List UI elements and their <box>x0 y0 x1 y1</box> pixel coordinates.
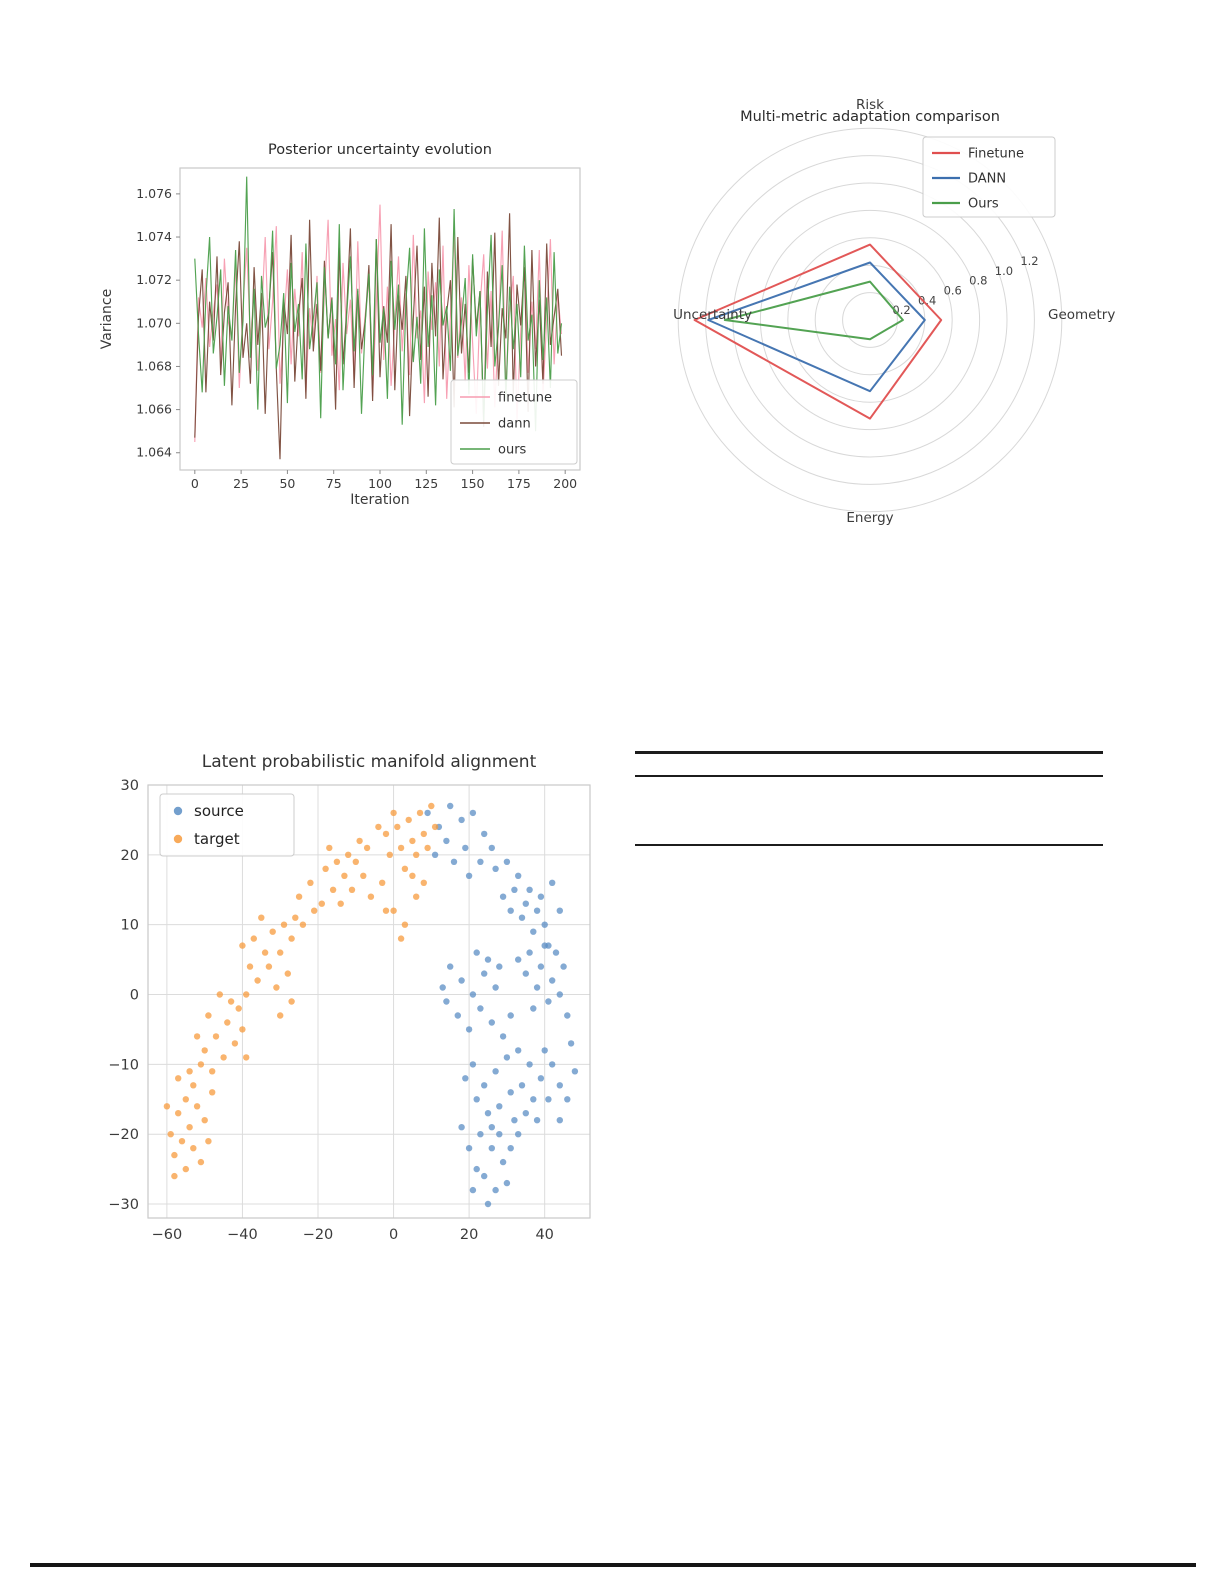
svg-text:0: 0 <box>191 476 199 491</box>
svg-text:25: 25 <box>233 476 249 491</box>
svg-text:Finetune: Finetune <box>968 147 1024 162</box>
svg-text:1.068: 1.068 <box>136 358 172 373</box>
svg-text:−40: −40 <box>227 1227 258 1243</box>
svg-text:200: 200 <box>553 476 577 491</box>
svg-text:−60: −60 <box>152 1227 183 1243</box>
svg-text:0: 0 <box>389 1227 398 1243</box>
radar-axis-energy: Energy <box>846 510 894 526</box>
svg-text:−20: −20 <box>108 1127 139 1143</box>
svg-text:target: target <box>194 830 240 848</box>
svg-text:−30: −30 <box>108 1197 139 1213</box>
line-x-axis-label: Iteration <box>350 492 410 508</box>
svg-text:finetune: finetune <box>498 391 552 406</box>
table-top-rule <box>635 751 1103 754</box>
svg-text:20: 20 <box>460 1227 478 1243</box>
svg-text:1.070: 1.070 <box>136 315 172 330</box>
line-chart-title: Posterior uncertainty evolution <box>268 142 492 158</box>
radar-axis-geometry: Geometry <box>1048 307 1116 323</box>
svg-text:1.064: 1.064 <box>136 445 172 460</box>
figure-radar: 0.2 0.4 0.6 0.8 1.0 1.2 Finetune DANN Ours Multi… <box>620 95 1180 575</box>
svg-text:1.076: 1.076 <box>136 186 172 201</box>
svg-text:0.6: 0.6 <box>944 284 962 298</box>
svg-text:20: 20 <box>121 848 139 864</box>
svg-text:1.2: 1.2 <box>1020 254 1038 268</box>
svg-text:Ours: Ours <box>968 197 999 212</box>
figure-manifold-scatter: −30 −20 −10 0 10 20 30 −60 −40 −20 0 20 40 source targ… <box>85 740 605 1300</box>
svg-text:0.8: 0.8 <box>969 274 987 288</box>
svg-text:10: 10 <box>121 918 139 934</box>
svg-text:75: 75 <box>326 476 342 491</box>
svg-text:0: 0 <box>130 988 139 1004</box>
radar-axis-risk: Risk <box>856 97 884 113</box>
radar-axis-uncertainty: Uncertainty <box>673 307 752 323</box>
svg-text:1.074: 1.074 <box>136 229 172 244</box>
svg-text:1.0: 1.0 <box>995 264 1013 278</box>
svg-text:−10: −10 <box>108 1057 139 1073</box>
page-bottom-rule <box>30 1563 1196 1567</box>
figure-variance-line: 1.064 1.066 1.068 1.070 1.072 1.074 1.076 0 25 50… <box>85 130 605 540</box>
radar-title: Multi-metric adaptation comparison <box>740 109 1000 125</box>
svg-text:100: 100 <box>368 476 392 491</box>
svg-text:DANN: DANN <box>968 172 1006 187</box>
scatter-chart-canvas: −30 −20 −10 0 10 20 30 −60 −40 −20 0 20 40 source targ… <box>108 778 591 1243</box>
empty-table-skeleton <box>635 745 1103 855</box>
svg-text:150: 150 <box>461 476 485 491</box>
svg-text:0.4: 0.4 <box>918 293 936 307</box>
scatter-title: Latent probabilistic manifold alignment <box>201 752 537 772</box>
table-bottom-rule <box>635 844 1103 846</box>
line-chart-canvas: 1.064 1.066 1.068 1.070 1.072 1.074 1.076 0 25 50… <box>136 167 581 491</box>
svg-text:ours: ours <box>498 443 527 458</box>
table-mid-rule <box>635 775 1103 777</box>
svg-text:1.072: 1.072 <box>136 272 172 287</box>
svg-text:50: 50 <box>279 476 295 491</box>
svg-text:dann: dann <box>498 417 531 432</box>
svg-text:1.066: 1.066 <box>136 402 172 417</box>
svg-text:175: 175 <box>507 476 531 491</box>
line-y-axis-label: Variance <box>99 288 115 350</box>
svg-text:125: 125 <box>414 476 438 491</box>
svg-text:−20: −20 <box>303 1227 334 1243</box>
svg-text:40: 40 <box>535 1227 553 1243</box>
svg-text:30: 30 <box>121 778 139 794</box>
svg-text:source: source <box>194 802 244 820</box>
